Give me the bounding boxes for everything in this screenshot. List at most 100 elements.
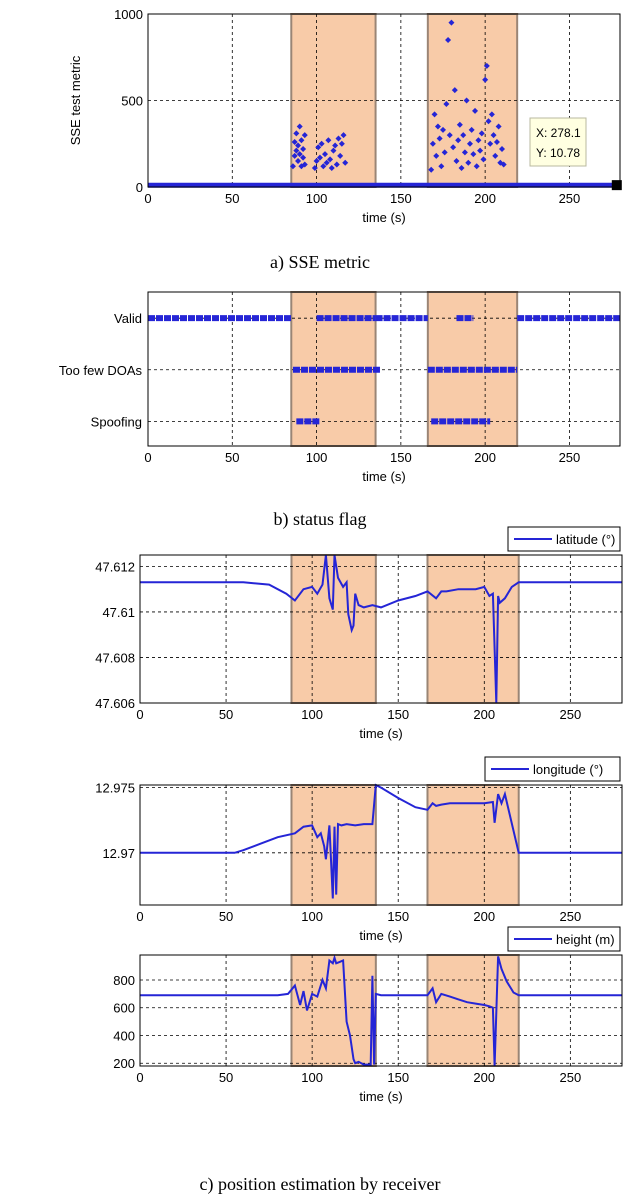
data-point	[322, 151, 328, 158]
data-point	[500, 161, 507, 168]
y-tick-label: 12.97	[102, 846, 135, 861]
x-axis-label: time (s)	[362, 210, 405, 225]
legend-label: height (m)	[556, 932, 615, 947]
data-point	[295, 142, 302, 149]
sse-panel: 0 50 100 150 200 250 0 500 1000 time (s) SSE test …	[68, 7, 622, 225]
x-tick-label: 200	[473, 707, 495, 722]
plot-area	[140, 955, 622, 1066]
x-tick-label: 0	[136, 707, 143, 722]
data-point	[492, 152, 499, 159]
caption-a: a) SSE metric	[270, 252, 370, 273]
data-point	[478, 130, 485, 137]
x-tick-label: 50	[219, 707, 233, 722]
data-point	[327, 156, 334, 163]
shaded-interval-0	[290, 954, 377, 1067]
y-tick-label: 47.612	[95, 559, 135, 574]
y-tick-label: 1000	[114, 7, 143, 22]
data-point	[433, 152, 440, 159]
data-point	[313, 158, 320, 165]
data-point	[332, 142, 339, 149]
latitude-line	[140, 554, 622, 704]
data-point	[316, 154, 323, 161]
data-point	[482, 76, 489, 83]
data-point	[428, 166, 435, 173]
legend-label: longitude (°)	[533, 762, 603, 777]
data-point	[296, 151, 303, 158]
shaded-interval-1	[426, 554, 520, 704]
axes-frame	[139, 554, 623, 704]
y-tick-label: 500	[121, 94, 143, 109]
x-tick-label: 200	[474, 191, 496, 206]
data-point	[340, 132, 347, 139]
height-panel: 0 50 100 150 200 250 200 400 600 800 time (s) heigh…	[113, 926, 623, 1104]
data-point	[441, 149, 448, 156]
legend-label: latitude (°)	[556, 532, 615, 547]
x-tick-label: 150	[387, 707, 409, 722]
data-point	[300, 145, 307, 152]
data-point	[456, 121, 463, 128]
axes-frame	[139, 784, 623, 906]
x-tick-label: 100	[301, 909, 323, 924]
data-point	[295, 158, 302, 165]
data-point	[434, 123, 441, 130]
x-tick-label: 0	[144, 450, 151, 465]
axes-frame	[147, 291, 621, 447]
data-point	[468, 126, 475, 133]
datatip-y: Y: 10.78	[536, 146, 580, 160]
data-point	[487, 140, 494, 147]
status-panel: 0 50 100 150 200 250 time (s) Valid Too few DOAs…	[59, 291, 621, 484]
plot-area	[148, 292, 620, 446]
data-point	[483, 62, 490, 69]
data-point	[320, 163, 327, 170]
data-point	[289, 163, 296, 170]
y-tick-label: 600	[113, 1001, 135, 1016]
data-point	[448, 19, 455, 26]
axes-frame	[147, 13, 621, 188]
longitude-panel: 0 50 100 150 200 250 12.97 12.975 time (s) longit…	[95, 756, 623, 943]
data-point	[318, 140, 325, 147]
shaded-interval-0	[290, 13, 377, 188]
axes-frame	[139, 954, 623, 1067]
data-point	[451, 87, 458, 94]
y-tick-label: 0	[136, 180, 143, 195]
x-axis-label: time (s)	[359, 1089, 402, 1104]
x-tick-label: 250	[559, 450, 581, 465]
plot-area	[140, 555, 622, 703]
x-tick-label: 100	[301, 1070, 323, 1085]
x-tick-label: 100	[306, 450, 328, 465]
x-tick-label: 200	[473, 1070, 495, 1085]
data-point	[495, 123, 502, 130]
data-point	[342, 159, 349, 166]
data-point	[446, 132, 453, 139]
data-point	[296, 123, 303, 130]
y-tick-label: 200	[113, 1056, 135, 1071]
data-point	[330, 147, 337, 154]
data-point	[450, 144, 457, 151]
shaded-interval-1	[426, 954, 520, 1067]
y-axis-label: SSE test metric	[68, 55, 83, 145]
data-point	[325, 137, 332, 144]
data-point	[499, 145, 505, 152]
caption-b: b) status flag	[274, 509, 367, 530]
data-point	[475, 137, 482, 144]
data-point	[333, 161, 340, 168]
data-point	[315, 144, 322, 151]
x-axis-label: time (s)	[359, 928, 402, 943]
data-point	[460, 132, 467, 139]
latitude-panel: 0 50 100 150 200 250 47.606 47.608 47.61 47.612 ti…	[95, 526, 623, 741]
datatip-marker	[611, 180, 622, 191]
datatip-box	[529, 117, 587, 167]
data-point	[293, 130, 300, 137]
x-tick-label: 250	[560, 909, 582, 924]
x-tick-label: 150	[387, 1070, 409, 1085]
x-tick-label: 0	[136, 1070, 143, 1085]
x-tick-label: 50	[225, 450, 239, 465]
x-axis-label: time (s)	[362, 469, 405, 484]
x-tick-label: 150	[390, 191, 412, 206]
data-point	[485, 118, 492, 125]
y-tick-label: 800	[113, 973, 135, 988]
data-point	[458, 164, 465, 171]
data-point	[311, 164, 318, 171]
data-point	[461, 149, 468, 156]
data-point	[472, 107, 479, 114]
